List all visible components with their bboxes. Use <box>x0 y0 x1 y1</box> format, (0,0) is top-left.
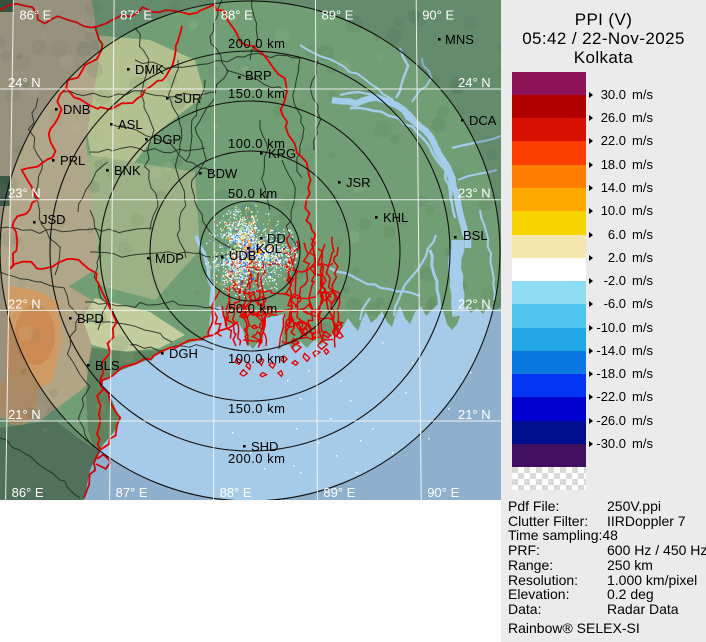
svg-text:100.0 km: 100.0 km <box>228 351 285 366</box>
svg-text:JSD: JSD <box>41 212 66 227</box>
svg-text:DGH: DGH <box>169 346 198 361</box>
svg-text:JSR: JSR <box>346 175 371 190</box>
svg-text:150.0 km: 150.0 km <box>228 86 285 101</box>
svg-text:ASL: ASL <box>118 117 143 132</box>
svg-text:DNB: DNB <box>63 102 90 117</box>
svg-text:90° E: 90° E <box>427 485 459 500</box>
svg-text:100.0 km: 100.0 km <box>228 136 285 151</box>
svg-text:89° E: 89° E <box>322 8 354 23</box>
svg-text:21° N: 21° N <box>458 407 491 422</box>
svg-text:22° N: 22° N <box>458 296 491 311</box>
svg-text:89° E: 89° E <box>323 485 355 500</box>
svg-text:87° E: 87° E <box>116 485 148 500</box>
svg-text:200.0 km: 200.0 km <box>228 36 285 51</box>
svg-text:150.0 km: 150.0 km <box>228 401 285 416</box>
svg-text:UDB: UDB <box>229 248 256 263</box>
svg-text:88° E: 88° E <box>221 8 253 23</box>
svg-text:23° N: 23° N <box>8 186 41 201</box>
svg-text:24° N: 24° N <box>8 75 41 90</box>
svg-text:SUR: SUR <box>174 91 201 106</box>
svg-text:86° E: 86° E <box>19 8 51 23</box>
svg-text:MNS: MNS <box>445 32 474 47</box>
svg-text:MDP: MDP <box>155 251 184 266</box>
svg-text:DMK: DMK <box>135 62 164 77</box>
svg-text:87° E: 87° E <box>120 8 152 23</box>
svg-text:22° N: 22° N <box>8 296 41 311</box>
svg-text:KRG: KRG <box>268 146 296 161</box>
svg-text:90° E: 90° E <box>422 8 454 23</box>
svg-text:BRP: BRP <box>245 68 272 83</box>
svg-text:DCA: DCA <box>469 113 497 128</box>
svg-text:200.0 km: 200.0 km <box>228 451 285 466</box>
svg-text:DD: DD <box>267 231 286 246</box>
svg-text:23° N: 23° N <box>458 186 491 201</box>
svg-text:BSL: BSL <box>463 228 488 243</box>
svg-text:88° E: 88° E <box>220 485 252 500</box>
svg-text:SHD: SHD <box>251 439 278 454</box>
svg-text:BNK: BNK <box>114 163 141 178</box>
svg-text:50.0 km: 50.0 km <box>228 186 278 201</box>
svg-text:86° E: 86° E <box>12 485 44 500</box>
svg-text:DGP: DGP <box>153 132 181 147</box>
svg-text:21° N: 21° N <box>8 407 41 422</box>
svg-text:BPD: BPD <box>77 311 104 326</box>
svg-text:24° N: 24° N <box>458 75 491 90</box>
svg-text:BLS: BLS <box>95 358 120 373</box>
svg-text:KHL: KHL <box>383 210 408 225</box>
svg-text:KOL: KOL <box>256 241 282 256</box>
svg-text:50.0 km: 50.0 km <box>228 301 278 316</box>
svg-text:BDW: BDW <box>207 166 238 181</box>
svg-text:PRL: PRL <box>60 153 85 168</box>
